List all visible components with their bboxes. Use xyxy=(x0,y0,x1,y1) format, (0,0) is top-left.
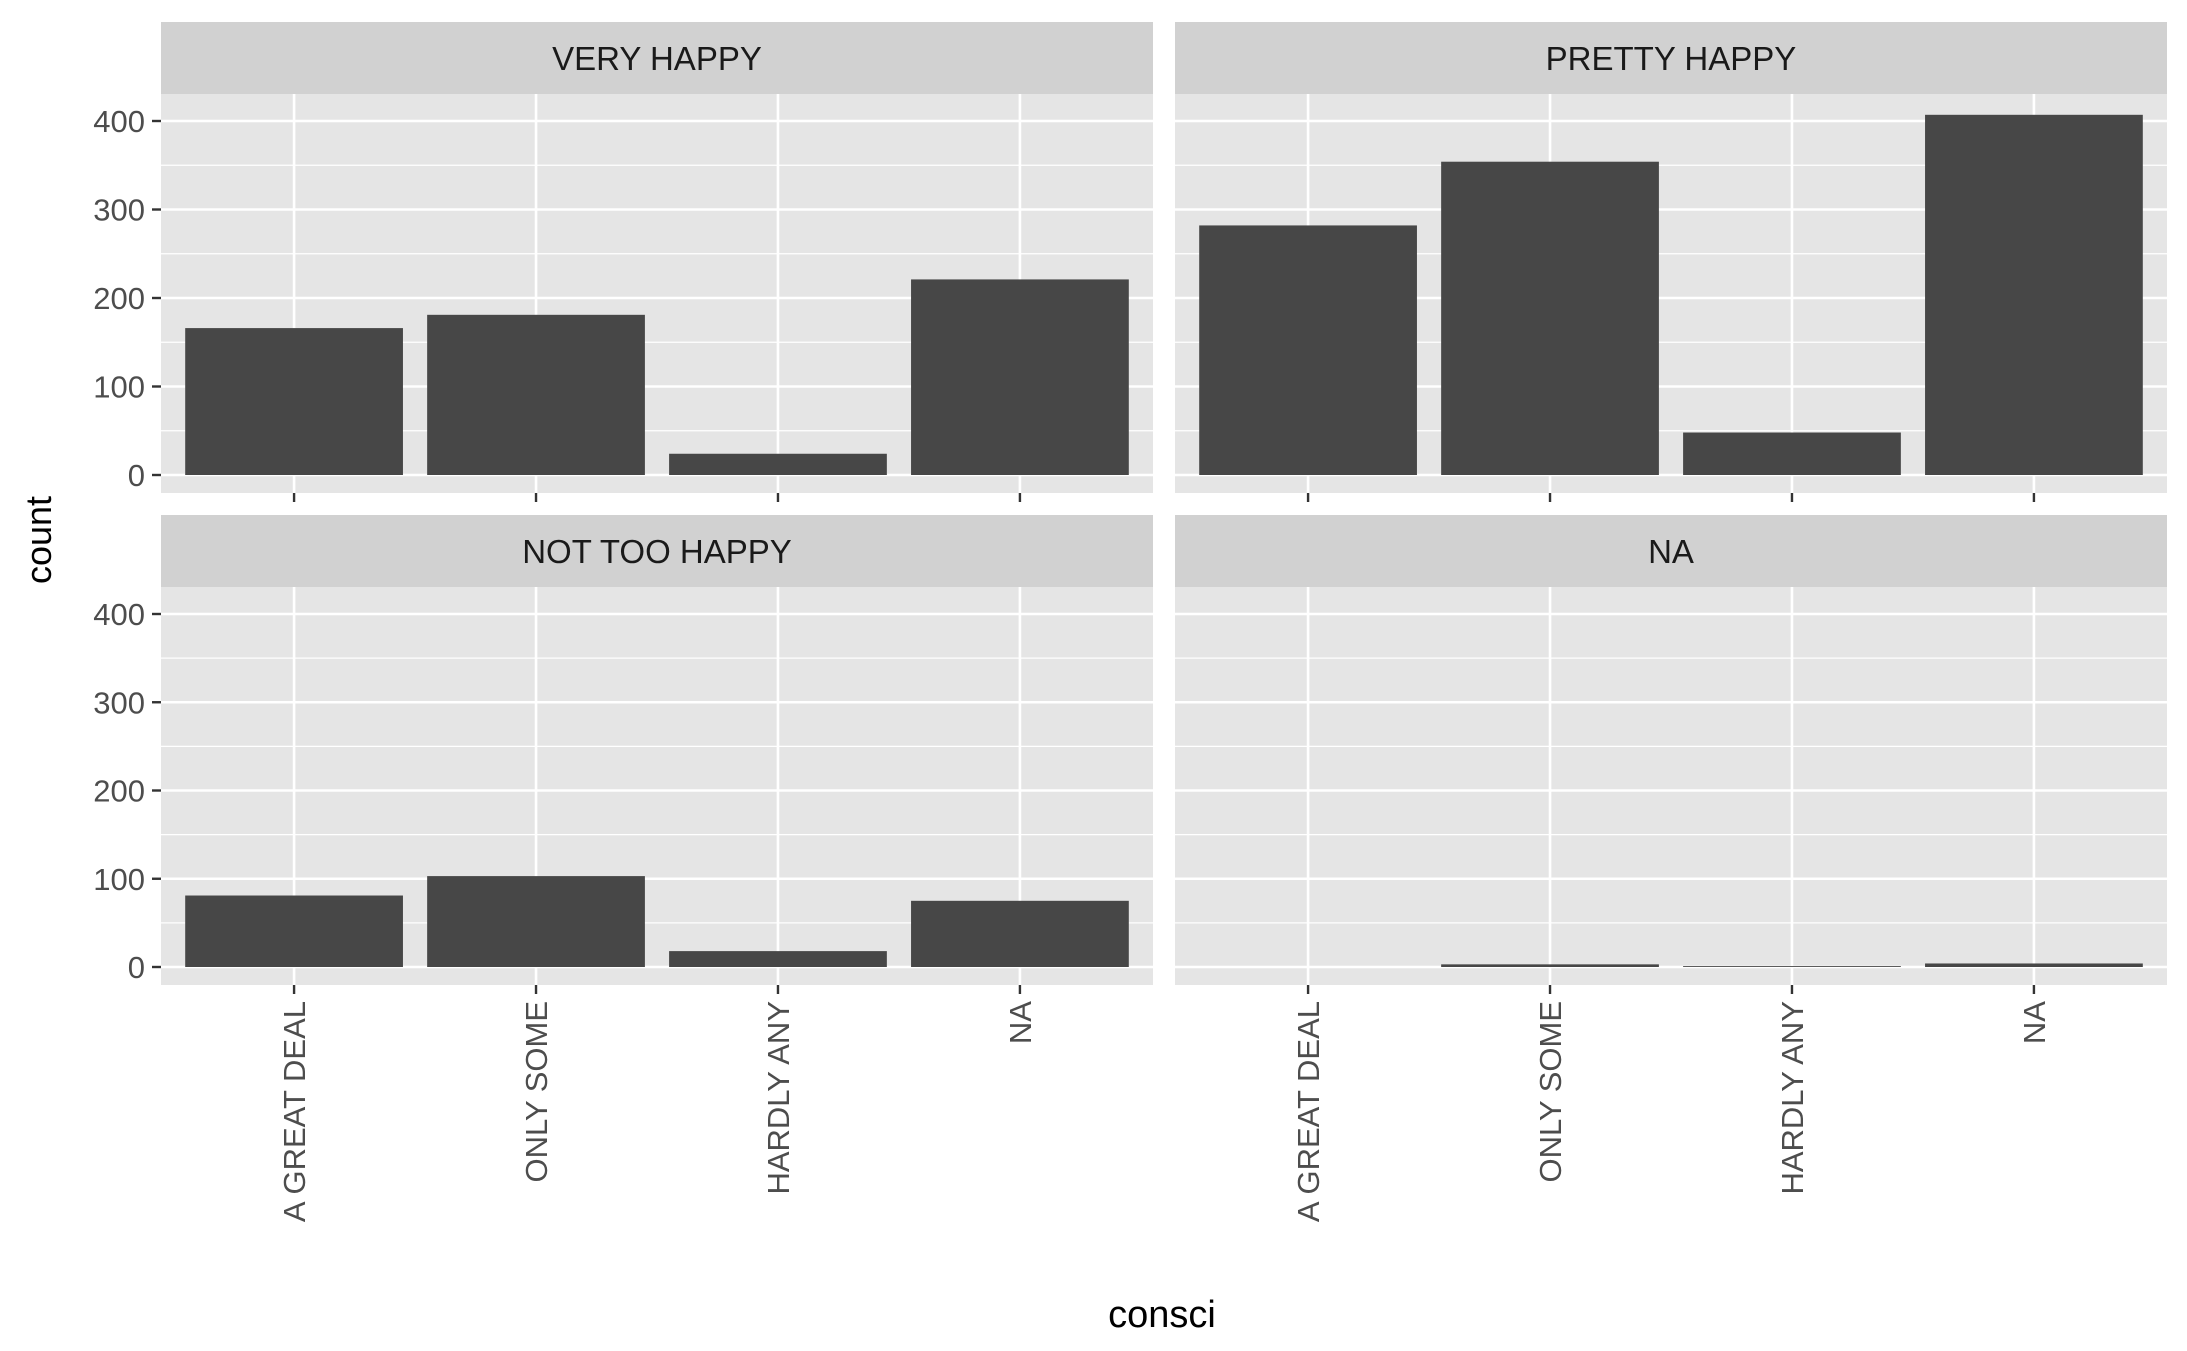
y-tick-label: 200 xyxy=(93,774,145,809)
panel-background xyxy=(1175,587,2167,985)
x-tick-label: ONLY SOME xyxy=(1533,1001,1568,1182)
x-axis-title: consci xyxy=(1108,1294,1216,1336)
facet-strip-label: NA xyxy=(1648,533,1694,570)
bar xyxy=(1925,114,2143,476)
y-tick-label: 200 xyxy=(93,281,145,316)
bar xyxy=(1441,964,1659,967)
x-tick-label: NA xyxy=(2017,1001,2052,1044)
y-tick-label: 400 xyxy=(93,597,145,632)
bar xyxy=(1683,966,1901,967)
y-tick-label: 300 xyxy=(93,193,145,228)
x-tick-label: A GREAT DEAL xyxy=(1291,1001,1326,1222)
y-axis-title: count xyxy=(18,496,59,584)
facet-panel: NOT TOO HAPPY 0 100 200 300 400 A GREAT DEAL ON… xyxy=(93,515,1153,1222)
x-tick-label: A GREAT DEAL xyxy=(277,1001,312,1222)
bar xyxy=(669,951,887,967)
facet-strip-label: VERY HAPPY xyxy=(552,40,762,77)
facet-strip-label: NOT TOO HAPPY xyxy=(522,533,792,570)
x-tick-label: ONLY SOME xyxy=(519,1001,554,1182)
facet-panel: NA A GREAT DEAL ONLY SOME HARDLY ANY NA xyxy=(1175,515,2167,1222)
bar xyxy=(669,453,887,475)
bar xyxy=(911,279,1129,475)
bar xyxy=(185,328,403,475)
facet-strip xyxy=(161,22,1153,94)
bar xyxy=(1199,225,1417,475)
y-tick-label: 100 xyxy=(93,370,145,405)
bar xyxy=(427,314,645,475)
facet-strip xyxy=(1175,22,2167,94)
y-tick-label: 400 xyxy=(93,104,145,139)
facet-panel: VERY HAPPY 0 100 200 300 400 xyxy=(93,22,1153,502)
bar xyxy=(1925,963,2143,967)
bar xyxy=(185,895,403,967)
y-tick-label: 0 xyxy=(128,458,145,493)
bar xyxy=(1441,161,1659,475)
x-tick-label: HARDLY ANY xyxy=(1775,1001,1810,1195)
facet-strip xyxy=(161,515,1153,587)
bar xyxy=(911,900,1129,967)
y-tick-label: 100 xyxy=(93,862,145,897)
facet-panel: PRETTY HAPPY xyxy=(1175,22,2167,502)
bar xyxy=(1683,432,1901,475)
facet-strip-label: PRETTY HAPPY xyxy=(1546,40,1797,77)
facet-strip xyxy=(1175,515,2167,587)
bar xyxy=(427,876,645,967)
x-tick-label: HARDLY ANY xyxy=(761,1001,796,1195)
y-tick-label: 0 xyxy=(128,950,145,985)
x-tick-label: NA xyxy=(1003,1001,1038,1044)
y-tick-label: 300 xyxy=(93,685,145,720)
